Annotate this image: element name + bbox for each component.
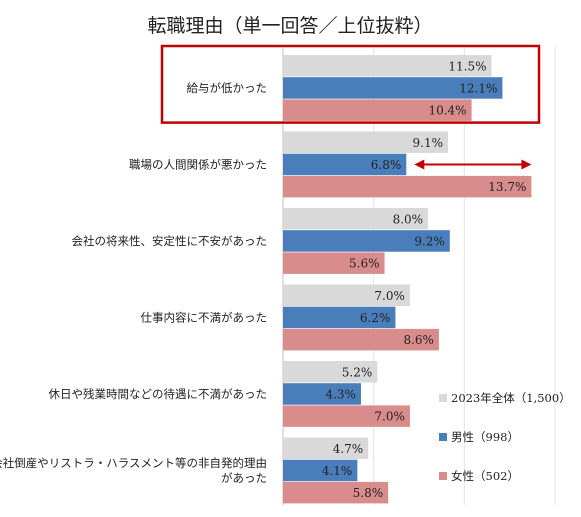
bar-value-label: 4.3% [325,387,356,401]
bar [283,459,358,482]
bar [283,77,503,99]
bar-value-label: 5.6% [349,257,380,271]
bar [283,230,450,252]
bar-value-label: 10.4% [428,104,466,118]
bar-value-label: 12.1% [459,81,497,95]
arrow-head-right [521,159,532,170]
bar [283,284,410,306]
chart-title: 転職理由（単一回答／上位抜粋） [147,15,432,37]
bar-value-label: 8.6% [403,333,434,347]
legend-swatch [439,433,447,441]
category-label: 会社倒産やリストラ・ハラスメント等の非自発的理由 [0,456,267,470]
bar-value-label: 7.0% [374,410,405,424]
bar [283,252,385,274]
bar-value-label: 6.8% [371,158,402,172]
bar-value-label: 13.7% [488,180,526,194]
difference-arrow [414,159,532,170]
bar [283,361,378,383]
bar [283,481,389,504]
bar [283,153,407,176]
category-label: 職場の人間関係が悪かった [129,157,267,171]
category-label: があった [221,471,267,485]
bar-value-label: 4.7% [333,442,364,456]
bar-value-label: 11.5% [448,59,486,73]
category-label: 給与が低かった [187,81,268,95]
bar [283,405,410,427]
bar [283,208,429,230]
bar-value-label: 6.2% [360,311,391,325]
bar-value-label: 9.2% [414,234,445,248]
legend-label: 男性（998） [451,430,519,444]
legend-swatch [439,394,447,402]
bar [283,99,472,121]
bar [283,131,449,153]
bar-value-label: 4.1% [322,464,353,478]
legend-swatch [439,472,447,480]
bar [283,328,439,351]
bar-value-label: 5.8% [353,486,384,500]
legend-label: 2023年全体（1,500） [451,391,571,405]
legend: 2023年全体（1,500） 男性（998） 女性（502） [439,391,571,483]
bar [283,55,492,77]
bar [283,306,396,329]
category-label: 会社の将来性、安定性に不安があった [72,234,268,248]
bar-value-label: 9.1% [413,136,444,150]
category-label: 仕事内容に不満があった [141,310,268,324]
bar [283,437,369,459]
bar [283,383,361,405]
plot-area: 給与が低かった 11.5% 12.1% 10.4% 職場の人間関係が悪かった 9.1% 6.… [0,44,556,505]
highlight-box [160,44,541,124]
bar-value-label: 7.0% [374,289,405,303]
bar-value-label: 5.2% [342,365,373,379]
bar [283,175,532,198]
legend-label: 女性（502） [451,469,519,483]
arrow-head-left [414,159,425,170]
bar-value-label: 8.0% [393,212,424,226]
category-label: 休日や残業時間などの待遇に不満があった [49,387,268,401]
